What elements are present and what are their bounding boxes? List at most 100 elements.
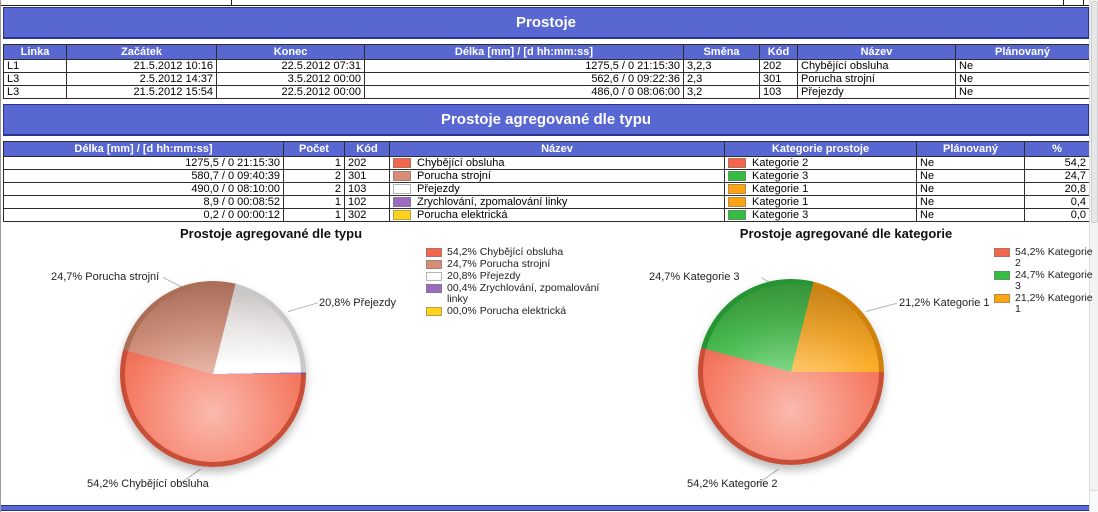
col-header: Linka (3, 44, 67, 60)
divider (231, 0, 232, 6)
category-color-swatch (728, 171, 746, 181)
cell-kod: 301 (344, 169, 390, 183)
legend-item: 00,0% Porucha elektrická (426, 306, 613, 317)
cell-delka: 486,0 / 0 08:06:00 (364, 85, 684, 99)
cell-delka: 580,7 / 0 09:40:39 (3, 169, 284, 183)
col-header: Kód (344, 141, 390, 157)
cell-konec: 3.5.2012 00:00 (216, 72, 365, 86)
cell-pct: 0,0 (1024, 208, 1090, 222)
legend-swatch (426, 260, 442, 269)
cell-delka: 490,0 / 0 08:10:00 (3, 182, 284, 196)
scrollbar-corner (1090, 490, 1098, 512)
cell-kod: 301 (759, 72, 798, 86)
cell-linka: L3 (3, 72, 67, 86)
col-header: Počet (283, 141, 345, 157)
cell-pct: 54,2 (1024, 156, 1090, 170)
col-header: Délka [mm] / [d hh:mm:ss] (3, 141, 284, 157)
cell-pct: 0,4 (1024, 195, 1090, 209)
category-color-swatch (728, 158, 746, 168)
pie-chart-kategorie (698, 279, 884, 465)
col-header: Plánovaný (955, 44, 1090, 60)
cell-zacatek: 2.5.2012 14:37 (66, 72, 217, 86)
pie-label: 54,2% Chybějící obsluha (87, 478, 209, 490)
col-header: % (1024, 141, 1090, 157)
cell-linka: L3 (3, 85, 67, 99)
table-row[interactable]: L3 2.5.2012 14:37 3.5.2012 00:00 562,6 /… (3, 72, 1090, 86)
type-color-swatch (393, 171, 411, 181)
section-title-prostoje: Prostoje (3, 7, 1089, 39)
col-header: Směna (683, 44, 760, 60)
cell-pocet: 2 (283, 182, 345, 196)
cell-delka: 562,6 / 0 09:22:36 (364, 72, 684, 86)
cell-pocet: 1 (283, 195, 345, 209)
cutoff-row-strip (1, 0, 1090, 6)
table-row[interactable]: 8,9 / 0 00:08:52 1 102 Zrychlování, zpom… (3, 195, 1090, 209)
scrollbar-thumb[interactable] (1091, 1, 1098, 223)
downtime-table: Linka Začátek Konec Délka [mm] / [d hh:m… (3, 44, 1090, 99)
cell-nazev: Porucha elektrická (389, 208, 725, 222)
type-color-swatch (393, 184, 411, 194)
divider (1083, 0, 1084, 6)
cell-nazev: Přejezdy (389, 182, 725, 196)
cell-nazev: Chybějící obsluha (389, 156, 725, 170)
legend-typ: 54,2% Chybějící obsluha 24,7% Porucha st… (426, 247, 613, 318)
legend-item: 00,4% Zrychlování, zpomalování linky (426, 283, 613, 305)
table-row[interactable]: L3 21.5.2012 15:54 22.5.2012 00:00 486,0… (3, 85, 1090, 99)
cell-nazev: Porucha strojní (389, 169, 725, 183)
table-row[interactable]: L1 21.5.2012 10:16 22.5.2012 07:31 1275,… (3, 59, 1090, 73)
cell-smena: 2,3 (683, 72, 760, 86)
cell-zacatek: 21.5.2012 15:54 (66, 85, 217, 99)
legend-swatch (426, 248, 442, 257)
callout-line (865, 302, 898, 312)
section-title-aggregated: Prostoje agregované dle typu (3, 104, 1089, 136)
cell-pct: 24,7 (1024, 169, 1090, 183)
cell-planovany: Ne (955, 72, 1090, 86)
cell-planovany: Ne (916, 195, 1025, 209)
type-color-swatch (393, 158, 411, 168)
col-header: Délka [mm] / [d hh:mm:ss] (364, 44, 684, 60)
cell-pocet: 1 (283, 156, 345, 170)
cell-planovany: Ne (916, 156, 1025, 170)
callout-line (287, 302, 318, 312)
cell-kategorie: Kategorie 3 (724, 208, 917, 222)
cell-kod: 102 (344, 195, 390, 209)
cell-delka: 0,2 / 0 00:00:12 (3, 208, 284, 222)
cell-planovany: Ne (916, 182, 1025, 196)
cell-kod: 202 (759, 59, 798, 73)
pie-label: 54,2% Kategorie 2 (687, 478, 778, 490)
table-row[interactable]: 1275,5 / 0 21:15:30 1 202 Chybějící obsl… (3, 156, 1090, 170)
cell-nazev: Zrychlování, zpomalování linky (389, 195, 725, 209)
legend-swatch (994, 294, 1010, 303)
col-header: Začátek (66, 44, 217, 60)
cell-smena: 3,2 (683, 85, 760, 99)
cell-nazev: Přejezdy (797, 85, 956, 99)
cell-kod: 103 (759, 85, 798, 99)
cell-planovany: Ne (955, 85, 1090, 99)
cell-kategorie: Kategorie 2 (724, 156, 917, 170)
table-row[interactable]: 0,2 / 0 00:00:12 1 302 Porucha elektrick… (3, 208, 1090, 222)
cell-delka: 8,9 / 0 00:08:52 (3, 195, 284, 209)
table-header-row: Délka [mm] / [d hh:mm:ss] Počet Kód Náze… (3, 141, 1090, 157)
bottom-accent-bar (1, 505, 1090, 511)
cell-planovany: Ne (955, 59, 1090, 73)
table-row[interactable]: 490,0 / 0 08:10:00 2 103 Přejezdy Katego… (3, 182, 1090, 196)
cell-smena: 3,2,3 (683, 59, 760, 73)
cell-kategorie: Kategorie 3 (724, 169, 917, 183)
legend-swatch (994, 271, 1010, 280)
cell-pocet: 2 (283, 169, 345, 183)
pie-label: 24,7% Porucha strojní (51, 271, 160, 283)
pie-gloss (703, 284, 879, 460)
cell-kod: 302 (344, 208, 390, 222)
table-row[interactable]: 580,7 / 0 09:40:39 2 301 Porucha strojní… (3, 169, 1090, 183)
legend-item: 24,7% Porucha strojní (426, 259, 613, 270)
cell-planovany: Ne (916, 208, 1025, 222)
cell-pocet: 1 (283, 208, 345, 222)
category-color-swatch (728, 210, 746, 220)
legend-swatch (426, 272, 442, 281)
cell-kategorie: Kategorie 1 (724, 195, 917, 209)
cell-konec: 22.5.2012 00:00 (216, 85, 365, 99)
category-color-swatch (728, 197, 746, 207)
legend-swatch (426, 284, 442, 293)
cell-planovany: Ne (916, 169, 1025, 183)
pie-chart-typ (120, 281, 306, 467)
